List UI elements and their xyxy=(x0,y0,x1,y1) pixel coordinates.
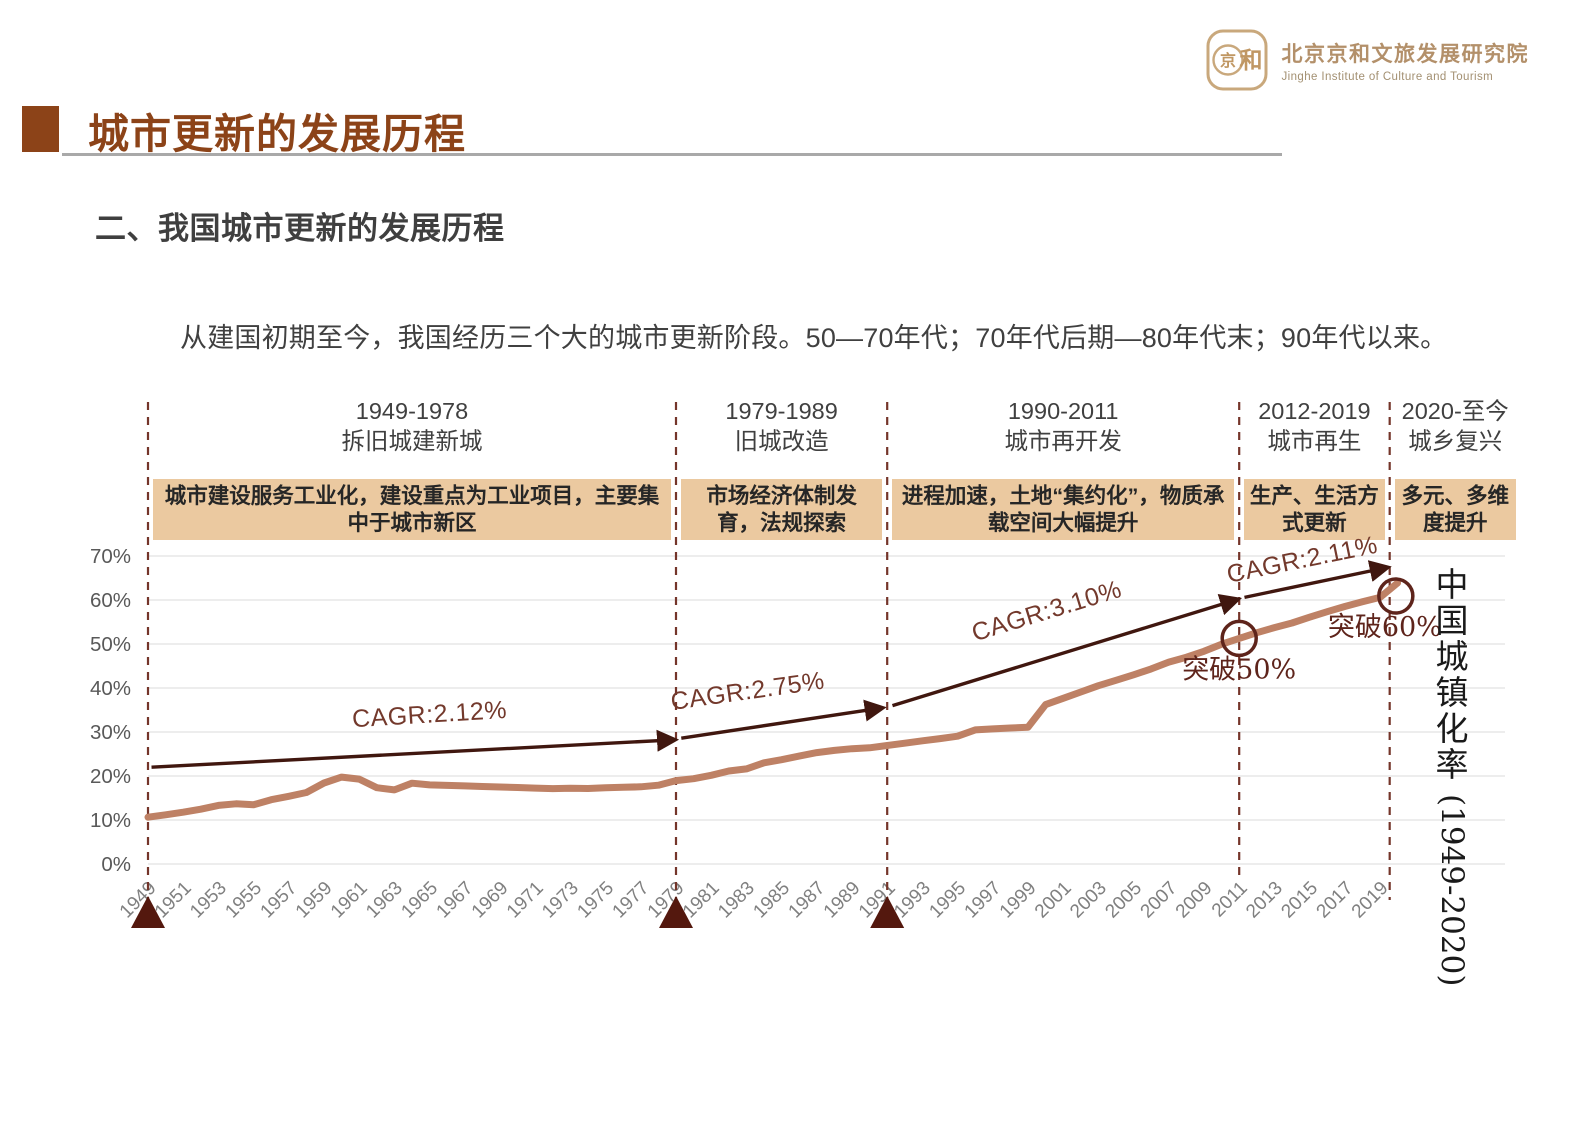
period-years: 2020-至今 xyxy=(1401,398,1509,424)
period-description-band: 市场经济体制发育，法规探索 xyxy=(681,479,883,540)
period-years: 1979-1989 xyxy=(725,398,838,424)
page-title: 城市更新的发展历程 xyxy=(88,111,466,157)
logo-text: 北京京和文旅发展研究院 Jinghe Institute of Culture … xyxy=(1282,38,1530,83)
logo-name-en: Jinghe Institute of Culture and Tourism xyxy=(1281,70,1494,83)
period-name: 拆旧城建新城 xyxy=(341,428,483,454)
period-description-band: 进程加速，土地“集约化”，物质承载空间大幅提升 xyxy=(892,479,1235,540)
period-header: 1949-1978 拆旧城建新城 xyxy=(148,396,676,456)
period-years: 1990-2011 xyxy=(1007,398,1119,424)
title-divider-line xyxy=(62,153,1282,156)
period-name: 旧城改造 xyxy=(734,428,829,454)
intro-text: 从建国初期至今，我国经历三个大的城市更新阶段。50—70年代；70年代后期—80… xyxy=(180,323,1448,353)
period-description-band: 多元、多维度提升 xyxy=(1394,479,1516,540)
period-header: 1990-2011 城市再开发 xyxy=(887,396,1239,456)
period-header: 1979-1989 旧城改造 xyxy=(676,396,887,456)
logo-name-cn: 北京京和文旅发展研究院 xyxy=(1281,42,1529,66)
logo-seal-left-glyph: 京 xyxy=(1219,51,1235,70)
period-name: 城乡复兴 xyxy=(1408,428,1503,454)
logo-seal-icon: 京 和 xyxy=(1206,29,1267,91)
period-name: 城市再开发 xyxy=(1004,428,1122,454)
section-heading: 二、我国城市更新的发展历程 xyxy=(95,211,505,246)
period-header: 2012-2019 城市再生 xyxy=(1239,396,1389,456)
period-years: 2012-2019 xyxy=(1258,398,1371,424)
period-description-band: 城市建设服务工业化，建设重点为工业项目，主要集中于城市新区 xyxy=(153,479,671,540)
logo-seal-right-glyph: 和 xyxy=(1239,47,1262,73)
period-years: 1949-1978 xyxy=(355,398,469,424)
logo: 京 和 北京京和文旅发展研究院 Jinghe Institute of Cult… xyxy=(1205,28,1530,92)
period-header: 2020-至今 城乡复兴 xyxy=(1390,396,1521,456)
period-name: 城市再生 xyxy=(1267,428,1362,454)
period-description-band: 生产、生活方式更新 xyxy=(1244,479,1385,540)
title-accent-square xyxy=(22,106,59,152)
